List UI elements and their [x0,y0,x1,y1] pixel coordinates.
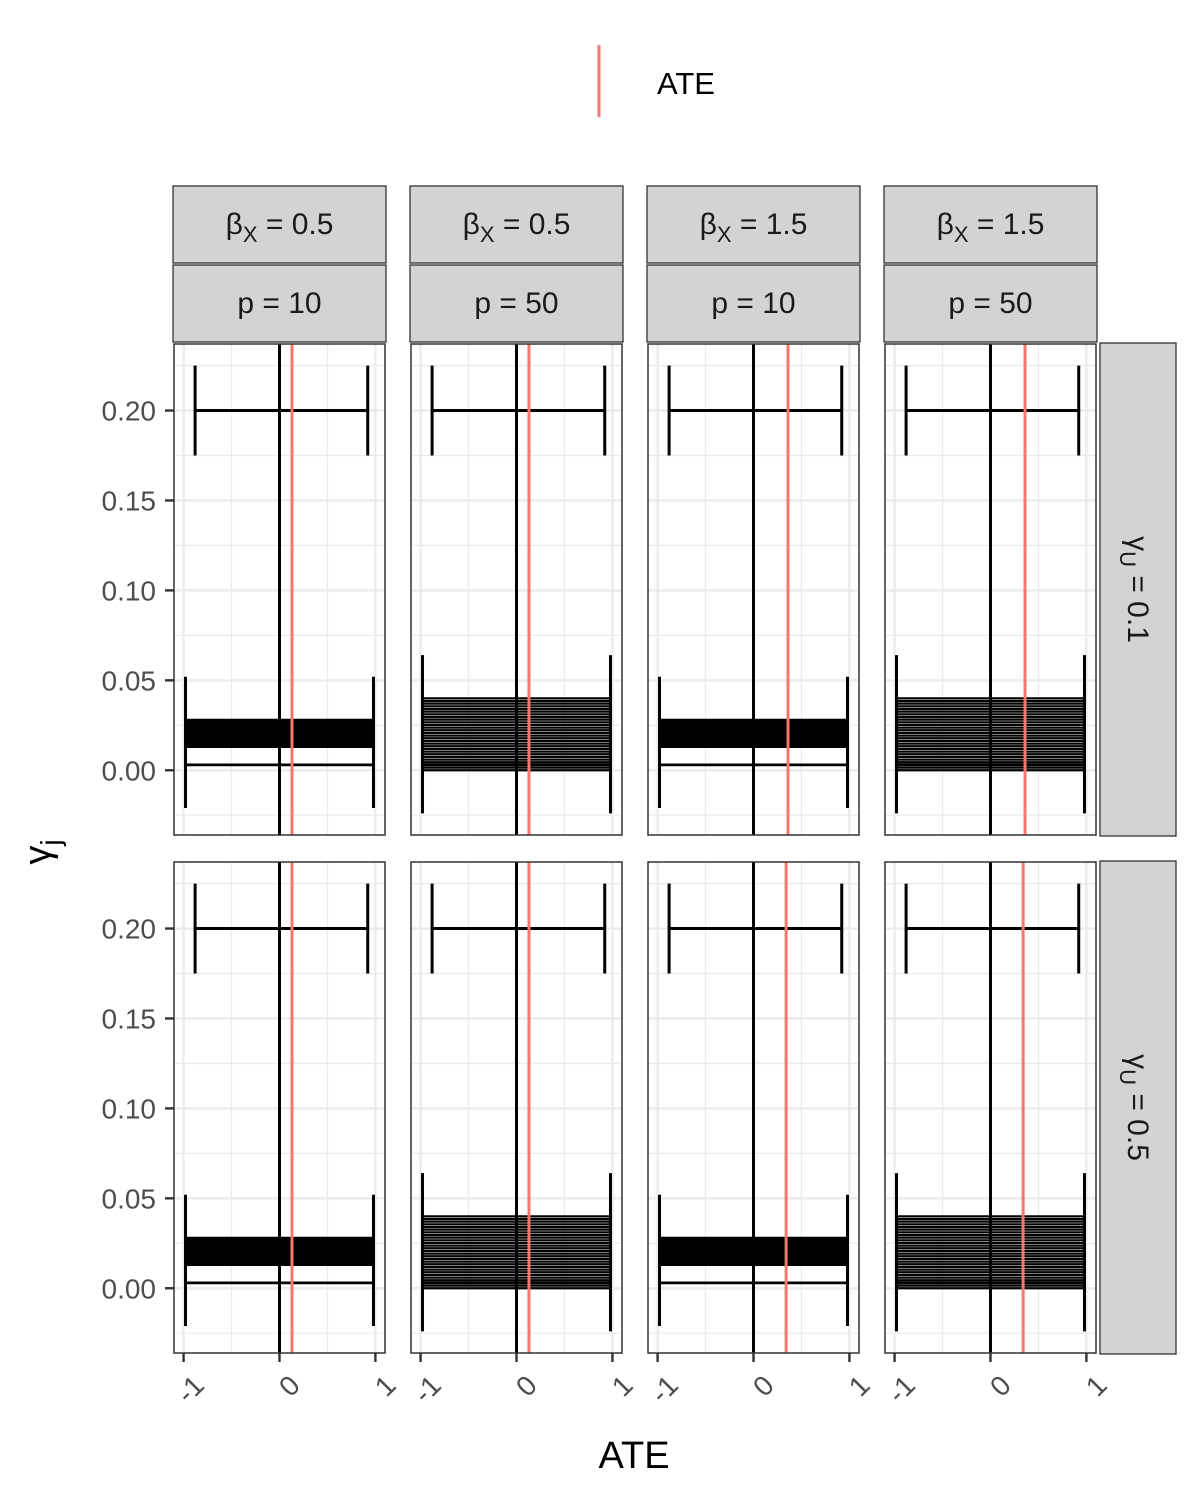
x-tick-label: 0 [510,1369,543,1402]
x-tick-label: -1 [644,1369,684,1409]
facet-strip-beta [646,185,861,264]
facet-panels [173,343,1097,1354]
facet-panel [173,343,386,836]
panel-border [884,343,1097,836]
y-tick-label: 0.10 [102,1093,157,1124]
y-tick-label: 0.05 [102,1183,157,1214]
facet-strip-p [172,264,387,343]
facet-strip-beta [409,185,624,264]
x-tick-label: 1 [606,1369,639,1402]
facet-strip-gamma [1099,860,1177,1355]
panel-plot-area [885,862,1096,1353]
facet-panel [647,861,860,1354]
x-tick-label: -1 [407,1369,447,1409]
x-tick-label: 1 [1080,1369,1113,1402]
x-tick-label: 0 [984,1369,1017,1402]
facet-strip-p [646,264,861,343]
x-tick-label: 1 [369,1369,402,1402]
facet-strip-p-label: p = 10 [711,287,795,320]
facet-strip-beta-label: βX = 1.5 [937,208,1045,247]
facet-strip-p-label: p = 50 [474,287,558,320]
facet-panel [173,861,386,1354]
facet-strip-gamma-label: γU = 0.1 [1115,536,1154,643]
facet-panel [647,343,860,836]
facet-strip-beta [172,185,387,264]
y-axis-title: γj [17,839,66,864]
facet-strip-beta-label: βX = 0.5 [226,208,334,247]
panel-plot-area [411,344,622,835]
panel-plot-area [411,862,622,1353]
panel-border [647,343,860,836]
panel-plot-area [885,344,1096,835]
panel-plot-area [174,344,385,835]
legend: ATE [597,45,715,117]
x-tick-label: 0 [273,1369,306,1402]
y-tick-label: 0.00 [102,1273,157,1304]
y-tick-label: 0.10 [102,575,157,606]
facet-strip-beta-label: βX = 0.5 [463,208,571,247]
facet-panel [410,343,623,836]
x-tick-label: 0 [747,1369,780,1402]
legend-label-ate: ATE [657,66,715,101]
y-tick-label: 0.05 [102,665,157,696]
y-tick-label: 0.00 [102,755,157,786]
facet-strip-gamma-label: γU = 0.5 [1115,1054,1154,1161]
facet-panel [884,343,1097,836]
panel-plot-area [648,344,859,835]
x-tick-label: -1 [170,1369,210,1409]
facet-strip-p [409,264,624,343]
facet-strip-p [883,264,1098,343]
panel-border [410,343,623,836]
x-axis-title: ATE [598,1435,669,1477]
x-tick-label: 1 [843,1369,876,1402]
facet-panel [884,861,1097,1354]
facet-strip-gamma [1099,342,1177,837]
facet-strips: βX = 0.5 p = 10 βX = 0.5 p = 50 βX = 1.5 p = … [172,185,1177,1355]
facet-panel [410,861,623,1354]
panel-plot-area [174,862,385,1353]
y-tick-label: 0.15 [102,485,157,516]
panel-plot-area [648,862,859,1353]
facet-strip-p-label: p = 10 [237,287,321,320]
facet-strip-p-label: p = 50 [948,287,1032,320]
x-tick-label: -1 [881,1369,921,1409]
y-tick-label: 0.20 [102,396,157,427]
y-tick-label: 0.20 [102,914,157,945]
facet-strip-beta-label: βX = 1.5 [700,208,808,247]
y-tick-label: 0.15 [102,1003,157,1034]
facet-strip-beta [883,185,1098,264]
